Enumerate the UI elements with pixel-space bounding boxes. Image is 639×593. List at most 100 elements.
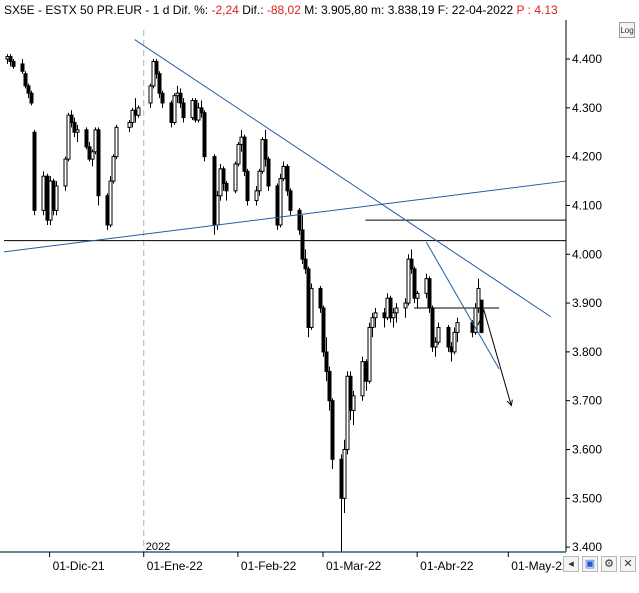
- candle-body: [224, 183, 229, 192]
- candle-body: [430, 307, 435, 348]
- candle-body: [221, 168, 226, 185]
- x-tick-label: 01-Dic-21: [53, 559, 105, 573]
- candle-body: [242, 136, 247, 172]
- candle-body: [90, 151, 95, 160]
- max-value: 3.905,80: [320, 3, 368, 17]
- y-tick-label: 4.000: [572, 247, 602, 261]
- candle-body: [388, 297, 393, 319]
- candle-body: [26, 85, 31, 94]
- y-tick-label: 3.600: [572, 443, 602, 457]
- dif-value: -88,02: [266, 3, 301, 17]
- candle-body: [75, 129, 80, 133]
- dif-pct-label: Dif. %:: [172, 3, 209, 17]
- projection-arrow-head: [506, 399, 513, 407]
- candle-body: [406, 258, 411, 304]
- candle-body: [285, 165, 290, 192]
- candle-body: [297, 209, 302, 231]
- candle-body: [394, 307, 399, 314]
- candle-body: [63, 158, 68, 187]
- candle-body: [96, 129, 101, 197]
- candle-body: [41, 175, 46, 211]
- candle-body: [157, 73, 162, 94]
- candle-body: [236, 143, 241, 165]
- candle-body: [409, 258, 414, 270]
- candle-body: [215, 195, 220, 226]
- candle-body: [11, 60, 16, 67]
- candle-body: [436, 326, 441, 343]
- candle-body: [351, 395, 356, 411]
- candle-body: [154, 60, 159, 75]
- p-value: 4.13: [534, 3, 558, 17]
- candle-body: [278, 178, 283, 226]
- log-scale-button[interactable]: Log: [619, 22, 635, 38]
- settings-icon[interactable]: ⚙: [601, 556, 617, 572]
- candle-body: [324, 351, 329, 372]
- candle-body: [370, 317, 375, 328]
- candle-body: [427, 278, 432, 309]
- period: 1 d: [152, 3, 170, 17]
- candle-body: [476, 287, 481, 309]
- candle-body: [136, 107, 141, 116]
- max-label: M:: [304, 3, 318, 17]
- candle-body: [415, 292, 420, 299]
- candle-body: [199, 107, 204, 114]
- candle-body: [263, 139, 268, 160]
- candle-body: [257, 170, 262, 192]
- y-tick-label: 4.400: [572, 52, 602, 66]
- trend-line: [134, 39, 552, 318]
- symbol: SX5E: [4, 3, 35, 17]
- y-tick-label: 4.200: [572, 150, 602, 164]
- candle-body: [433, 341, 438, 348]
- candle-body: [178, 92, 183, 104]
- p-label: P :: [516, 3, 531, 17]
- candle-body: [245, 170, 250, 202]
- candle-body: [69, 114, 74, 123]
- candle-body: [84, 129, 89, 148]
- date-value: 22-04-2022: [451, 3, 514, 17]
- candle-body: [360, 361, 365, 397]
- candle-body: [54, 185, 59, 211]
- candle-body: [181, 102, 186, 119]
- candle-body: [66, 114, 71, 160]
- date-label: F:: [437, 3, 449, 17]
- candle-body: [446, 326, 451, 348]
- dif-pct-value: -2,24: [211, 3, 239, 17]
- x-tick-label: 01-Feb-22: [241, 559, 297, 573]
- candle-body: [412, 268, 417, 299]
- candle-body: [327, 370, 332, 402]
- candle-body: [23, 73, 28, 87]
- candle-body: [348, 375, 353, 411]
- dif-label: Dif.:: [242, 3, 264, 17]
- candle-body: [342, 449, 347, 499]
- candle-body: [108, 180, 113, 226]
- candle-body: [202, 112, 207, 158]
- candle-body: [114, 126, 119, 158]
- close-icon[interactable]: ✕: [620, 556, 636, 572]
- x-tick-label: 01-Ene-22: [147, 559, 203, 573]
- y-tick-label: 3.400: [572, 540, 602, 554]
- candle-body: [130, 109, 135, 123]
- candle-body: [254, 190, 259, 202]
- candle-body: [148, 85, 153, 104]
- instrument-name: ESTX 50 PR.EUR: [45, 3, 143, 17]
- x-tick-label: 01-Abr-22: [420, 559, 474, 573]
- drag-icon[interactable]: ◂: [563, 556, 579, 572]
- y-tick-label: 3.900: [572, 296, 602, 310]
- candle-body: [288, 190, 293, 211]
- min-value: 3.838,19: [387, 3, 435, 17]
- candle-body: [303, 258, 308, 270]
- save-icon[interactable]: ▣: [582, 556, 598, 572]
- candle-body: [29, 92, 34, 104]
- candle-body: [20, 63, 25, 72]
- candle-body: [196, 107, 201, 121]
- x-tick-label: 01-May-22: [511, 559, 569, 573]
- candle-body: [391, 312, 396, 319]
- candle-body: [403, 302, 408, 309]
- candle-body: [111, 156, 116, 182]
- y-tick-label: 3.500: [572, 491, 602, 505]
- candle-body: [309, 287, 314, 328]
- candle-body: [160, 92, 165, 104]
- candle-body: [266, 158, 271, 187]
- candle-body: [367, 326, 372, 382]
- candle-body: [72, 121, 77, 133]
